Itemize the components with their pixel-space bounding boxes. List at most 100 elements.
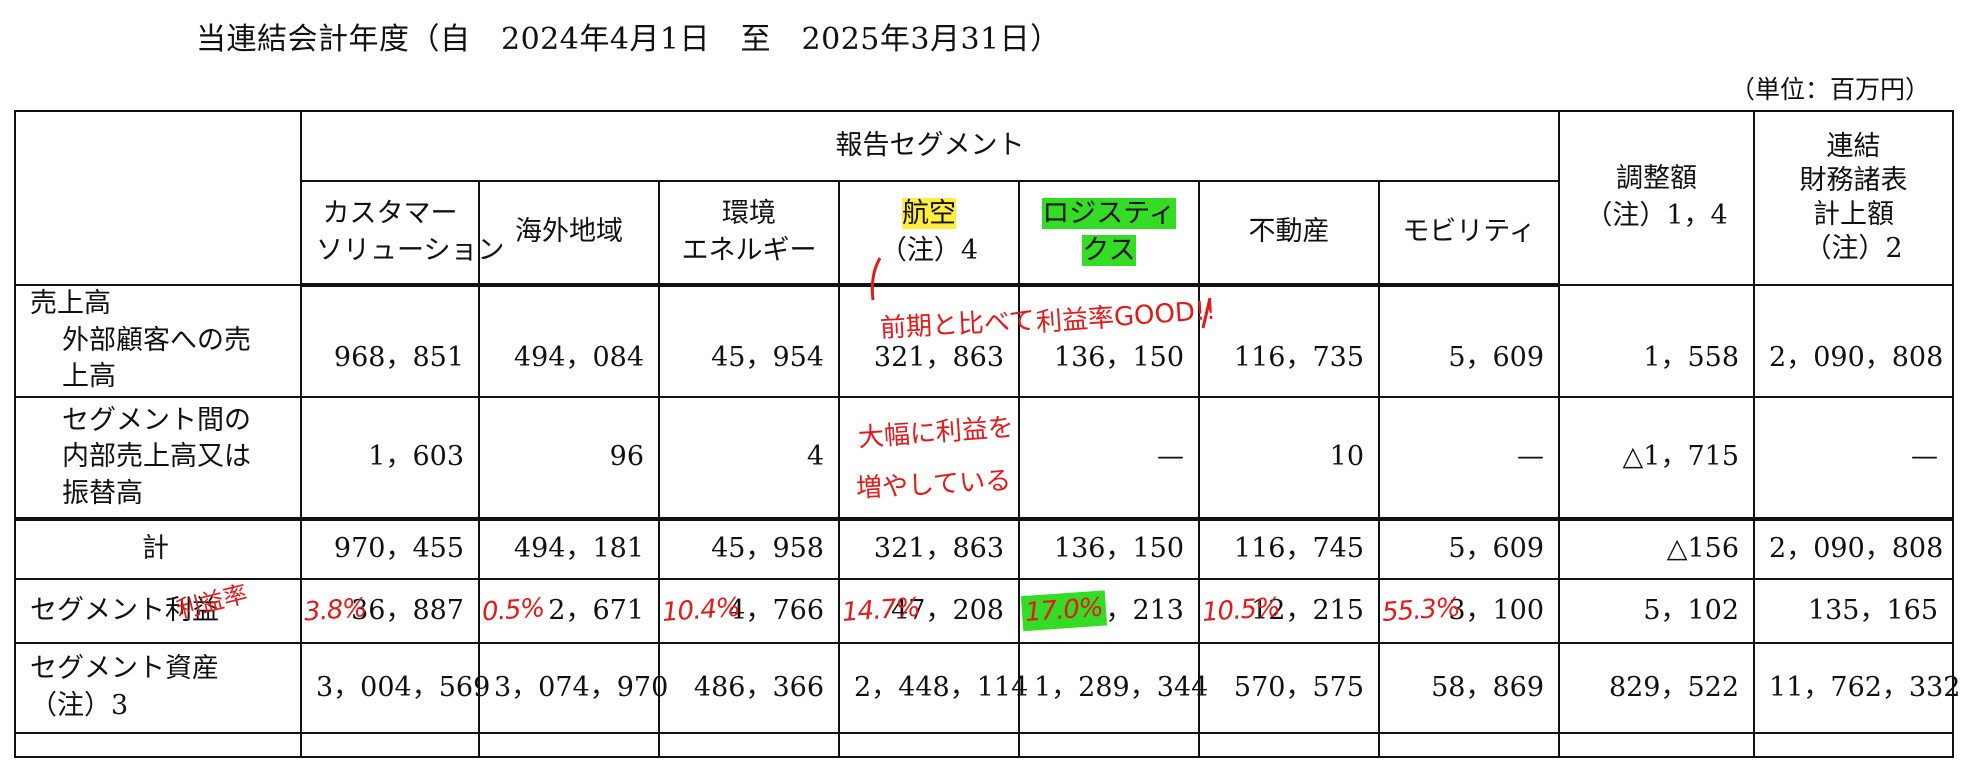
external-value: 136，150 <box>1018 283 1200 399</box>
header-overseas: 海外地域 <box>478 180 660 287</box>
continuation-cell <box>1558 732 1756 759</box>
intersegment-value: 96 <box>478 396 660 522</box>
period-title: 当連結会計年度（自 2024年4月1日 至 2025年3月31日） <box>196 22 1061 57</box>
header-logistics-line1: ロジスティ <box>1042 197 1176 229</box>
unit-label: （単位：百万円） <box>1729 75 1930 104</box>
sales-title: 売上高 <box>30 288 111 319</box>
continuation-cell <box>658 732 840 759</box>
header-consolidated-line1: 連結 <box>1826 130 1881 162</box>
header-corner <box>14 110 302 286</box>
profit-cell: 0.5% 2，671 <box>478 578 660 645</box>
external-value: 2，090，808 <box>1753 283 1955 399</box>
profit-cell: 10.4% 4，766 <box>658 578 840 645</box>
row-external-sales: 売上高 外部顧客への売 上高 968，851 494，084 45，954 32… <box>14 283 1955 399</box>
row-external-sales-label: 売上高 外部顧客への売 上高 <box>14 283 302 399</box>
exclamation-stroke <box>1201 297 1212 329</box>
continuation-cell <box>300 732 480 759</box>
profit-value: 2，671 <box>548 594 644 626</box>
header-logistics-line2: クス <box>1082 234 1136 266</box>
header-adjustment-line2: （注）1，4 <box>1585 200 1728 231</box>
assets-value: 3，074，970 <box>478 642 668 735</box>
profit-cell: 10.5% 12，215 <box>1198 578 1380 645</box>
assets-value: 829，522 <box>1558 642 1756 735</box>
profit-cell: 14.7% 47，208 <box>838 578 1020 645</box>
row-segment-profit: セグメント利益 3.8% 36，887 0.5% 2，671 10.4% 4，7… <box>14 578 1955 645</box>
header-real-estate: 不動産 <box>1198 180 1380 287</box>
header-adjustment: 調整額 （注）1，4 <box>1558 110 1756 286</box>
assets-label-line1: セグメント資産 <box>30 653 219 685</box>
header-adjustment-line1: 調整額 <box>1616 163 1698 195</box>
external-label-line2: 上高 <box>62 361 116 393</box>
profit-value: 47，208 <box>891 594 1004 626</box>
intersegment-value-dash: — <box>1018 396 1200 522</box>
external-value: 45，954 <box>658 283 840 399</box>
header-logistics: ロジスティ クス <box>1018 180 1200 287</box>
continuation-cell <box>1377 732 1561 759</box>
total-value: 970，455 <box>300 518 480 581</box>
profit-value: 3，100 <box>1448 594 1545 626</box>
assets-value: 58，869 <box>1377 642 1561 735</box>
intersegment-value-dash: — <box>1377 396 1561 522</box>
total-value: 494，181 <box>478 518 660 581</box>
header-consolidated-line2: 財務諸表 <box>1799 164 1908 196</box>
continuation-cell <box>1753 732 1955 759</box>
header-environment-energy: 環境 エネルギー <box>658 180 840 287</box>
header-row-2: カスタマー ソリューション 海外地域 環境 エネルギー 航空 （注）4 ロジステ… <box>15 180 1953 287</box>
header-consolidated: 連結 財務諸表 計上額 （注）2 <box>1753 110 1955 286</box>
intersegment-value <box>838 396 1020 522</box>
assets-label-line2: （注）3 <box>30 690 129 722</box>
row-profit-label: セグメント利益 <box>14 578 302 645</box>
total-value: 2，090，808 <box>1753 518 1955 581</box>
assets-value: 3，004，569 <box>300 642 490 735</box>
external-label-line1: 外部顧客への売 <box>62 324 251 356</box>
header-consolidated-line3: 計上額 <box>1813 199 1895 230</box>
segment-table: 報告セグメント 調整額 （注）1，4 連結 財務諸表 計上額 （注）2 カスタマ… <box>14 110 1960 759</box>
assets-value: 11，762，332 <box>1753 642 1960 735</box>
profit-value: 5，102 <box>1558 578 1756 645</box>
intersegment-value: △1，715 <box>1558 396 1756 522</box>
intersegment-value-dash: — <box>1753 396 1955 522</box>
header-aviation: 航空 （注）4 <box>838 180 1020 287</box>
profit-value: 36，887 <box>351 594 464 626</box>
profit-cell: 55.3% 3，100 <box>1377 578 1561 645</box>
assets-value: 1，289，344 <box>1018 642 1208 735</box>
annotation-pointer-stroke <box>870 257 882 301</box>
row-total: 計 970，455 494，181 45，958 321，863 136，150… <box>14 518 1955 581</box>
total-value: 136，150 <box>1018 518 1200 581</box>
header-report-segments: 報告セグメント <box>299 110 1561 182</box>
total-value: 116，745 <box>1198 518 1380 581</box>
profit-cell: 3.8% 36，887 <box>300 578 480 645</box>
intersegment-value: 10 <box>1198 396 1380 522</box>
header-environment-energy-line2: エネルギー <box>681 234 817 266</box>
profit-value: 135，165 <box>1753 578 1955 645</box>
annotation-increase-2: 増やしている <box>855 465 1012 505</box>
total-value: 5，609 <box>1377 518 1561 581</box>
assets-value: 570，575 <box>1198 642 1380 735</box>
assets-value: 486，366 <box>658 642 840 735</box>
external-value: 494，084 <box>478 283 660 399</box>
total-value: 45，958 <box>658 518 840 581</box>
continuation-cell <box>1018 732 1200 759</box>
header-customer-solutions-line2: ソリューション <box>316 234 505 266</box>
continuation-cell <box>1198 732 1380 759</box>
external-value: 5，609 <box>1377 283 1561 399</box>
external-value: 116，735 <box>1198 283 1380 399</box>
external-value: 1，558 <box>1558 283 1756 399</box>
intersegment-label-line3: 振替高 <box>62 478 143 510</box>
continuation-cell <box>838 732 1020 759</box>
profit-value: 4，766 <box>728 594 824 626</box>
external-value: 321，863 <box>838 283 1020 399</box>
intersegment-value: 4 <box>658 396 840 522</box>
profit-value: 12，215 <box>1251 594 1364 626</box>
total-value: 321，863 <box>838 518 1020 581</box>
intersegment-value: 1，603 <box>300 396 480 522</box>
external-value: 968，851 <box>300 283 480 399</box>
total-value: △156 <box>1558 518 1756 581</box>
row-intersegment-sales: セグメント間の 内部売上高又は 振替高 1，603 96 4 — 10 — △1… <box>14 396 1955 522</box>
header-customer-solutions-line1: カスタマー <box>322 197 458 229</box>
row-intersegment-label: セグメント間の 内部売上高又は 振替高 <box>14 396 302 522</box>
row-assets-label: セグメント資産 （注）3 <box>14 642 302 735</box>
header-row-1: 報告セグメント 調整額 （注）1，4 連結 財務諸表 計上額 （注）2 <box>14 110 1955 286</box>
continuation-cell <box>14 732 302 759</box>
